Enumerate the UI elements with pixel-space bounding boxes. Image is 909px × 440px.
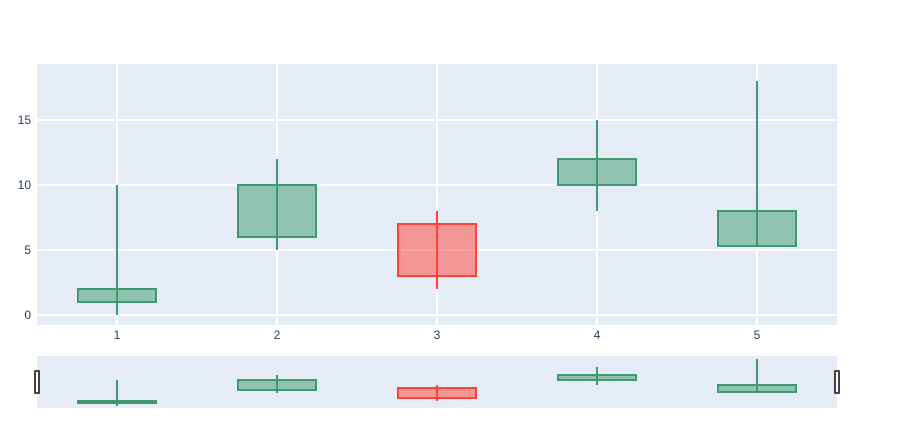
candle-body — [557, 157, 637, 186]
candle-body — [77, 287, 157, 303]
candle-body — [397, 222, 477, 277]
candle-body — [397, 386, 477, 400]
y-gridline — [37, 118, 837, 121]
candle-wick — [756, 359, 758, 393]
y-tick-label: 0 — [24, 307, 31, 322]
y-gridline — [37, 313, 837, 316]
x-tick-label: 4 — [593, 328, 601, 342]
y-gridline — [37, 183, 837, 186]
candle-wick — [756, 80, 758, 246]
candle-wick — [116, 184, 118, 315]
x-tick-label: 2 — [273, 328, 281, 342]
x-gridline — [436, 64, 438, 325]
candle-body — [237, 379, 317, 392]
candle-body — [77, 399, 157, 405]
y-tick-label: 5 — [24, 242, 31, 257]
y-tick-label: 10 — [17, 177, 31, 192]
y-tick-label: 15 — [17, 112, 31, 127]
candle-body — [717, 209, 797, 247]
candle-body — [237, 183, 317, 238]
rangeslider-handle-left[interactable] — [34, 370, 40, 394]
candle-body — [717, 384, 797, 394]
candle-wick — [116, 380, 118, 406]
x-tick-label: 1 — [113, 328, 121, 342]
x-tick-label: 3 — [433, 328, 441, 342]
rangeslider-handle-right[interactable] — [834, 370, 840, 394]
candle-body — [557, 373, 637, 382]
x-tick-label: 5 — [753, 328, 761, 342]
